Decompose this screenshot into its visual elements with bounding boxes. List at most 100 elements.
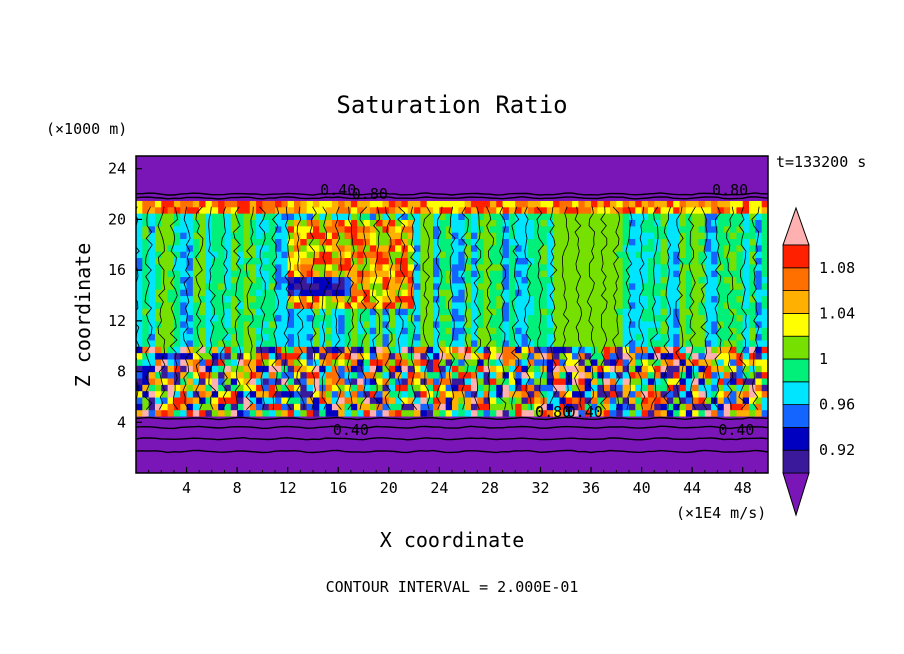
field-cell (698, 257, 706, 265)
field-cell (142, 238, 150, 246)
field-cell (521, 346, 529, 354)
field-cell (388, 409, 396, 417)
field-cell (584, 257, 592, 265)
field-cell (350, 396, 358, 404)
field-cell (262, 295, 270, 303)
field-cell (489, 314, 497, 322)
field-cell (186, 428, 194, 436)
field-cell (565, 301, 573, 309)
field-cell (553, 320, 561, 328)
field-cell (458, 295, 466, 303)
field-cell (363, 206, 371, 214)
field-cell (218, 333, 226, 341)
field-cell (395, 441, 403, 449)
field-cell (287, 232, 295, 240)
field-cell (376, 187, 384, 195)
field-cell (142, 295, 150, 303)
field-cell (452, 206, 459, 214)
field-cell (211, 181, 219, 189)
field-cell (312, 390, 320, 398)
field-cell (287, 466, 295, 473)
field-cell (692, 181, 700, 189)
field-cell (553, 232, 561, 240)
field-cell (357, 409, 365, 417)
field-cell (275, 314, 282, 322)
field-cell (565, 238, 573, 246)
field-cell (647, 257, 655, 265)
field-cell (395, 327, 403, 335)
field-cell (660, 156, 668, 163)
field-cell (294, 428, 301, 436)
field-cell (325, 346, 333, 354)
field-cell (673, 168, 681, 176)
field-cell (723, 447, 731, 455)
field-cell (603, 257, 611, 265)
field-cell (199, 200, 207, 208)
field-cell (603, 320, 611, 328)
field-cell (559, 219, 567, 227)
field-cell (534, 396, 542, 404)
field-cell (572, 289, 579, 297)
field-cell (654, 352, 662, 360)
field-cell (742, 200, 750, 208)
field-cell (641, 371, 649, 379)
field-cell (559, 428, 567, 436)
field-cell (148, 308, 156, 316)
field-cell (363, 320, 371, 328)
field-cell (622, 213, 630, 220)
field-cell (186, 200, 194, 208)
field-cell (192, 238, 200, 246)
field-cell (230, 282, 238, 290)
field-cell (275, 415, 282, 423)
field-cell (294, 219, 301, 227)
field-cell (540, 282, 548, 290)
field-cell (388, 428, 396, 436)
field-cell (572, 257, 579, 265)
field-cell (230, 263, 238, 271)
field-cell (660, 346, 668, 354)
field-cell (154, 422, 162, 430)
field-cell (294, 365, 301, 373)
field-cell (635, 314, 643, 322)
field-cell (603, 181, 611, 189)
field-cell (426, 339, 434, 347)
field-cell (287, 301, 295, 309)
field-cell (508, 320, 516, 328)
field-cell (249, 251, 257, 259)
field-cell (312, 263, 320, 271)
field-cell (344, 175, 352, 182)
field-cell (376, 466, 384, 473)
field-cell (401, 244, 409, 252)
field-cell (243, 428, 251, 436)
field-cell (395, 301, 403, 309)
field-cell (761, 365, 768, 373)
field-cell (344, 320, 352, 328)
field-cell (173, 466, 181, 473)
field-cell (534, 289, 542, 297)
field-cell (685, 213, 693, 220)
field-cell (262, 257, 270, 265)
field-cell (666, 415, 674, 423)
field-cell (452, 346, 459, 354)
field-cell (515, 244, 523, 252)
field-cell (622, 422, 630, 430)
field-cell (559, 377, 567, 385)
field-cell (666, 238, 674, 246)
field-cell (584, 238, 592, 246)
field-cell (483, 422, 491, 430)
field-cell (565, 466, 573, 473)
field-cell (148, 428, 156, 436)
field-cell (502, 352, 510, 360)
field-cell (521, 409, 529, 417)
field-cell (312, 181, 320, 189)
field-cell (319, 453, 327, 461)
field-cell (521, 232, 529, 240)
field-cell (692, 308, 700, 316)
field-cell (249, 346, 257, 354)
field-cell (742, 415, 750, 423)
field-cell (388, 162, 396, 170)
field-cell (294, 282, 301, 290)
field-cell (603, 409, 611, 417)
field-cell (685, 175, 693, 182)
field-cell (527, 314, 535, 322)
